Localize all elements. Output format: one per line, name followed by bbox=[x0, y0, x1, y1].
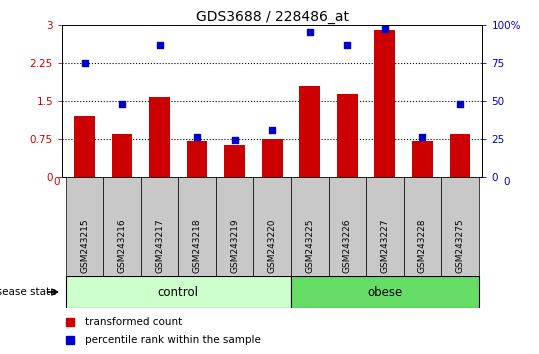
Bar bbox=[253, 177, 291, 276]
Bar bbox=[291, 276, 479, 308]
Bar bbox=[450, 134, 470, 177]
Text: GSM243228: GSM243228 bbox=[418, 219, 427, 273]
Point bbox=[268, 127, 277, 133]
Text: percentile rank within the sample: percentile rank within the sample bbox=[85, 335, 261, 344]
Point bbox=[343, 42, 351, 47]
Text: GSM243216: GSM243216 bbox=[118, 218, 127, 273]
Text: 0: 0 bbox=[53, 177, 60, 187]
Bar bbox=[412, 142, 433, 177]
Point bbox=[80, 60, 89, 66]
Text: obese: obese bbox=[367, 286, 403, 298]
Point bbox=[306, 30, 314, 35]
Bar bbox=[328, 177, 366, 276]
Bar bbox=[112, 134, 133, 177]
Bar bbox=[337, 94, 357, 177]
Bar bbox=[441, 177, 479, 276]
Bar bbox=[149, 97, 170, 177]
Text: GSM243225: GSM243225 bbox=[305, 219, 314, 273]
Text: GSM243226: GSM243226 bbox=[343, 219, 352, 273]
Text: GSM243217: GSM243217 bbox=[155, 218, 164, 273]
Bar bbox=[66, 177, 103, 276]
Bar bbox=[224, 145, 245, 177]
Text: GSM243220: GSM243220 bbox=[268, 219, 277, 273]
Bar bbox=[103, 177, 141, 276]
Bar bbox=[375, 30, 395, 177]
Bar bbox=[299, 86, 320, 177]
Bar bbox=[291, 177, 328, 276]
Bar bbox=[216, 177, 253, 276]
Bar bbox=[178, 177, 216, 276]
Bar bbox=[66, 276, 291, 308]
Text: GSM243275: GSM243275 bbox=[455, 218, 465, 273]
Text: 0: 0 bbox=[503, 177, 510, 187]
Text: control: control bbox=[158, 286, 199, 298]
Bar bbox=[404, 177, 441, 276]
Title: GDS3688 / 228486_at: GDS3688 / 228486_at bbox=[196, 10, 349, 24]
Bar bbox=[262, 139, 282, 177]
Point bbox=[155, 42, 164, 47]
Bar bbox=[187, 142, 208, 177]
Point bbox=[381, 27, 389, 32]
Bar bbox=[366, 177, 404, 276]
Point bbox=[455, 101, 464, 107]
Text: GSM243219: GSM243219 bbox=[230, 218, 239, 273]
Point bbox=[193, 135, 202, 140]
Point bbox=[418, 135, 427, 140]
Text: GSM243227: GSM243227 bbox=[381, 219, 389, 273]
Text: transformed count: transformed count bbox=[85, 318, 182, 327]
Text: GSM243218: GSM243218 bbox=[192, 218, 202, 273]
Bar bbox=[141, 177, 178, 276]
Bar bbox=[74, 116, 95, 177]
Point bbox=[118, 101, 126, 107]
Point bbox=[230, 138, 239, 143]
Text: disease state: disease state bbox=[0, 287, 59, 297]
Text: GSM243215: GSM243215 bbox=[80, 218, 89, 273]
